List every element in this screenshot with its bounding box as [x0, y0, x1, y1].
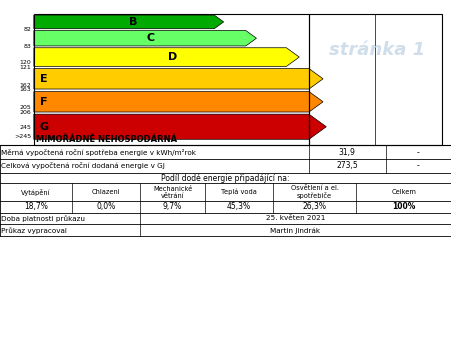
Text: 163: 163	[20, 87, 32, 92]
Text: E: E	[40, 74, 47, 84]
Text: Měrná vypočtená roční spotřeba energie v kWh/m²rok: Měrná vypočtená roční spotřeba energie v…	[1, 149, 196, 156]
Text: Osvětlení a el.
spotřebiče: Osvětlení a el. spotřebiče	[290, 185, 339, 199]
Polygon shape	[34, 31, 257, 46]
Text: 245: 245	[20, 125, 32, 130]
Text: Celkem: Celkem	[391, 189, 416, 195]
Text: 100%: 100%	[392, 202, 415, 211]
Text: D: D	[168, 52, 177, 62]
Text: -: -	[417, 148, 420, 157]
Text: 31,9: 31,9	[339, 148, 356, 157]
Text: Celková vypočtená roční dodaná energie v GJ: Celková vypočtená roční dodaná energie v…	[1, 162, 165, 169]
Text: Vytápění: Vytápění	[21, 188, 51, 196]
Text: Teplá voda: Teplá voda	[221, 189, 257, 195]
Text: 18,7%: 18,7%	[24, 202, 48, 211]
Text: B: B	[129, 17, 137, 27]
Polygon shape	[34, 114, 327, 139]
Text: 121: 121	[20, 65, 32, 70]
Text: 83: 83	[24, 44, 32, 49]
Text: MIMOŘÁDNĚ NEHOSPODÁRNÁ: MIMOŘÁDNĚ NEHOSPODÁRNÁ	[36, 135, 177, 144]
Text: 206: 206	[20, 110, 32, 115]
Text: 45,3%: 45,3%	[227, 202, 251, 211]
Text: C: C	[146, 33, 155, 43]
Text: 0,0%: 0,0%	[97, 202, 115, 211]
Text: Martin Jindrák: Martin Jindrák	[270, 227, 321, 234]
Text: 120: 120	[20, 60, 32, 65]
Text: G: G	[39, 122, 48, 132]
Text: 162: 162	[20, 83, 32, 88]
Text: Průkaz vypracoval: Průkaz vypracoval	[1, 227, 67, 234]
Text: 205: 205	[20, 105, 32, 110]
Text: Mechanické
větrání: Mechanické větrání	[153, 186, 192, 199]
Polygon shape	[34, 15, 224, 29]
Text: 273,5: 273,5	[336, 161, 358, 171]
Text: 82: 82	[24, 27, 32, 32]
Text: stránka 1: stránka 1	[328, 41, 425, 59]
Text: 26,3%: 26,3%	[303, 202, 327, 211]
Text: -: -	[417, 161, 420, 171]
Polygon shape	[34, 69, 323, 89]
Text: 25. květen 2021: 25. květen 2021	[266, 215, 325, 222]
Text: Chlazeni: Chlazeni	[92, 189, 120, 195]
Text: F: F	[40, 97, 47, 107]
Polygon shape	[34, 48, 299, 66]
Text: 9,7%: 9,7%	[163, 202, 182, 211]
Text: Podíl dodé energie připadájící na:: Podíl dodé energie připadájící na:	[161, 173, 290, 183]
Text: >245: >245	[14, 134, 32, 139]
Text: Doba platnosti průkazu: Doba platnosti průkazu	[1, 215, 85, 222]
Polygon shape	[34, 92, 323, 112]
